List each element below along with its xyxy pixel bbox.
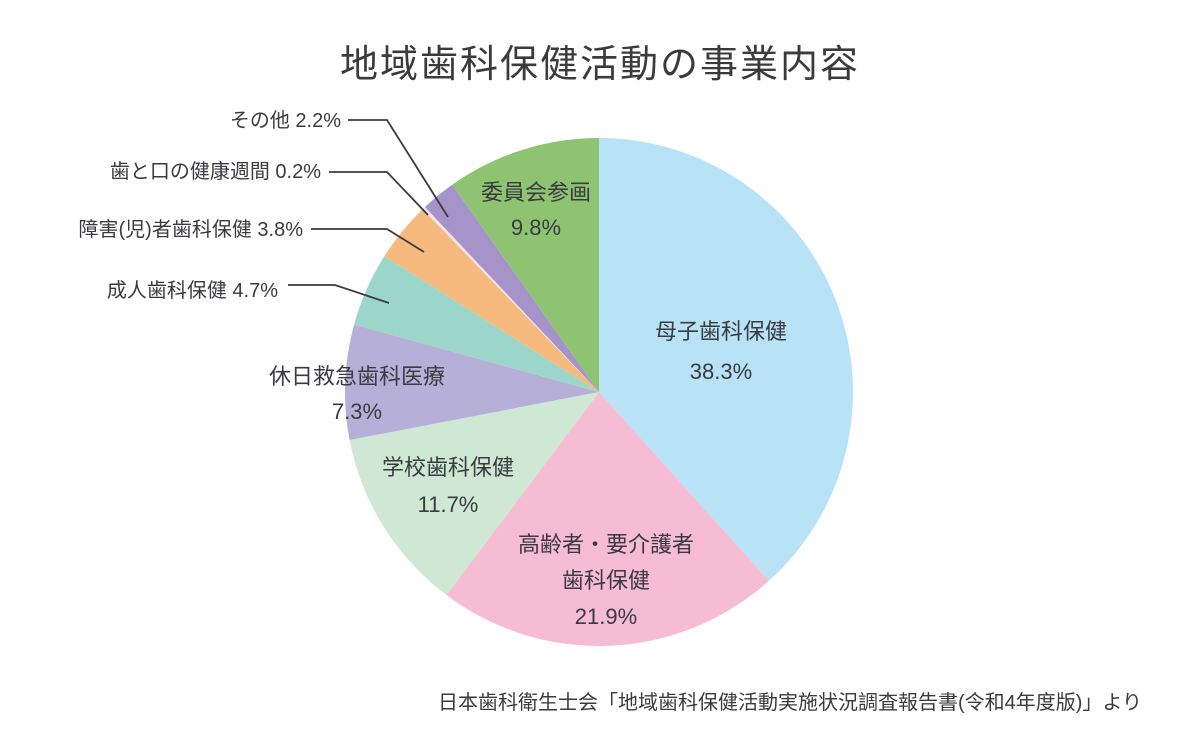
slice-name: 休日救急歯科医療	[268, 364, 446, 389]
slice-name: 成人歯科保健	[106, 280, 227, 302]
slice-name: 母子歯科保健	[654, 319, 788, 344]
slice-value: 21.9%	[574, 604, 638, 629]
slice-value: 0.2%	[275, 161, 321, 183]
slice-value: 7.3%	[331, 399, 383, 424]
slice-name: 歯と口の健康週間	[109, 161, 270, 183]
pie-slice-kyujitsu	[345, 324, 599, 441]
slice-name: その他	[229, 110, 290, 132]
slice-name: 障害(児)者歯科保健	[78, 219, 252, 241]
pie-slice-seijin	[354, 256, 599, 392]
slice-label-sonota: その他 2.2%	[230, 108, 341, 135]
slice-label-shogai: 障害(児)者歯科保健 3.8%	[79, 217, 303, 244]
slice-name: 高齢者・要介護者	[517, 532, 695, 557]
slice-label-kyujitsu: 休日救急歯科医療 7.3%	[269, 359, 445, 429]
pie-slice-hatokuchi	[422, 206, 599, 392]
pie-slice-iinkai	[452, 138, 599, 392]
leader-line-hatokuchi	[329, 171, 429, 216]
pie-slice-sonota	[424, 184, 599, 392]
slice-name: 学校歯科保健	[381, 455, 515, 480]
slice-value: 2.2%	[295, 110, 341, 132]
pie-slice-gakko	[349, 392, 599, 596]
chart-title: 地域歯科保健活動の事業内容	[339, 44, 860, 86]
slice-value: 38.3%	[689, 359, 753, 384]
slice-name: 委員会参画	[480, 180, 592, 205]
slice-label-hatokuchi: 歯と口の健康週間 0.2%	[110, 159, 321, 186]
slice-value: 4.7%	[232, 280, 278, 302]
slice-value: 9.8%	[510, 215, 562, 240]
pie-slice-boshi	[599, 138, 853, 581]
slice-label-korei: 高齢者・要介護者 歯科保健 21.9%	[518, 527, 694, 635]
pie-slice-korei	[446, 392, 769, 646]
source-note: 日本歯科衛生士会「地域歯科保健活動実施状況調査報告書(令和4年度版)」より	[437, 692, 1142, 714]
leader-line-seijin	[288, 284, 390, 304]
pie-slice-shogai	[384, 209, 599, 392]
slice-label-seijin: 成人歯科保健 4.7%	[107, 278, 278, 305]
slice-value: 11.7%	[417, 492, 479, 517]
slice-label-iinkai: 委員会参画 9.8%	[481, 175, 591, 245]
leader-lines	[288, 119, 449, 304]
slice-name: 歯科保健	[561, 568, 651, 593]
slice-label-gakko: 学校歯科保健 11.7%	[382, 449, 514, 523]
pie-slices	[345, 138, 853, 646]
slice-label-boshi: 母子歯科保健 38.3%	[655, 312, 787, 392]
slice-value: 3.8%	[257, 219, 303, 241]
leader-line-shogai	[311, 228, 425, 253]
leader-line-sonota	[348, 119, 449, 218]
